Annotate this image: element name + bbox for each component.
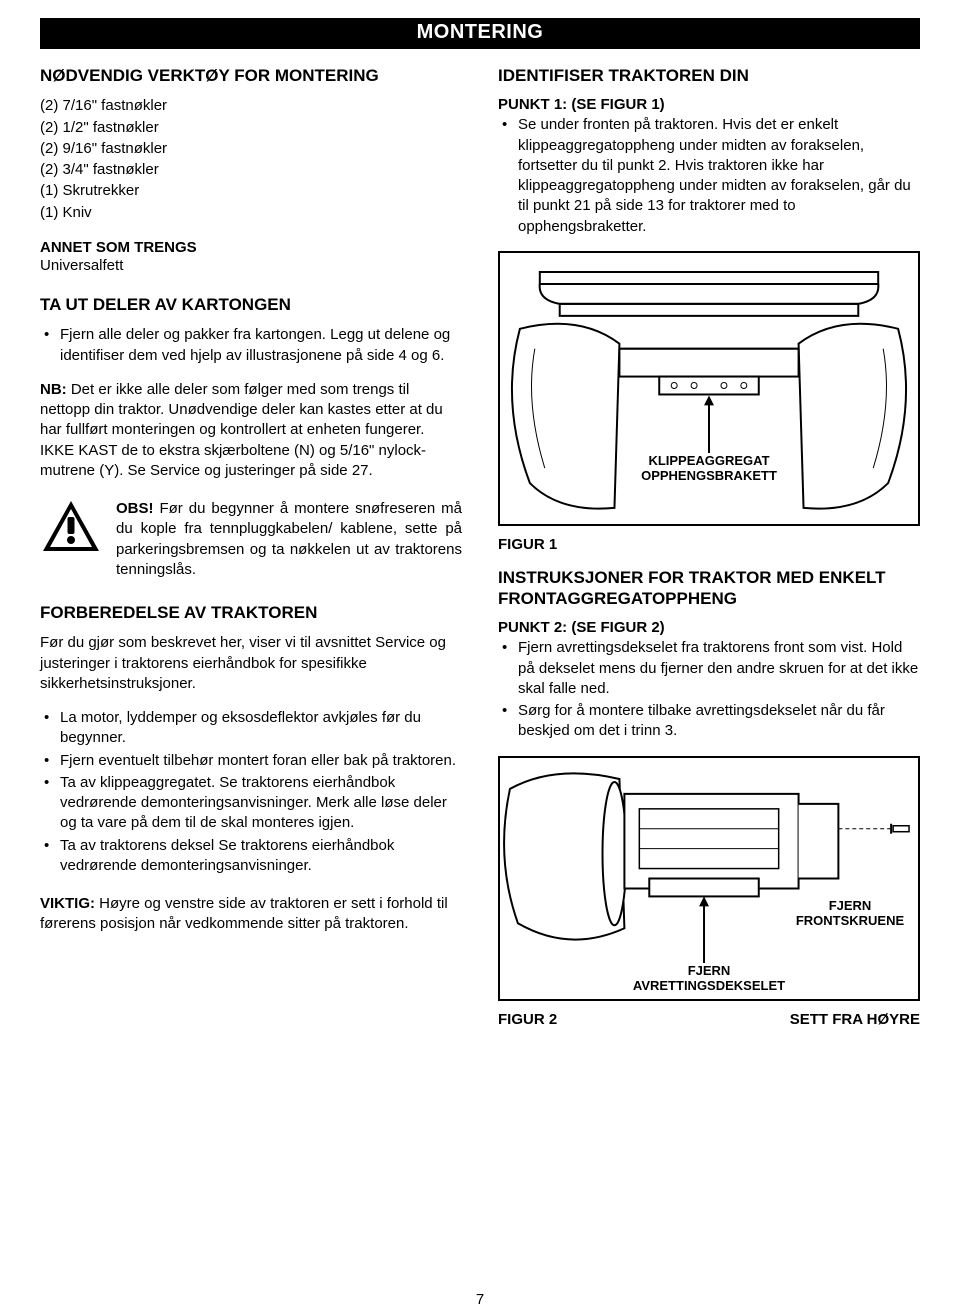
- punkt2-heading: PUNKT 2: (SE FIGUR 2): [498, 619, 920, 636]
- right-column: IDENTIFISER TRAKTOREN DIN PUNKT 1: (SE F…: [498, 65, 920, 1028]
- identify-heading: IDENTIFISER TRAKTOREN DIN: [498, 65, 920, 86]
- tools-heading: NØDVENDIG VERKTØY FOR MONTERING: [40, 65, 462, 86]
- list-item: Fjern eventuelt tilbehør montert foran e…: [40, 751, 462, 771]
- figure-2-view-label: SETT FRA HØYRE: [790, 1011, 920, 1028]
- obs-label: OBS!: [116, 500, 154, 517]
- list-item: Sørg for å montere tilbake avrettingsdek…: [498, 701, 920, 742]
- viktig-label: VIKTIG:: [40, 895, 95, 912]
- prep-heading: FORBEREDELSE AV TRAKTOREN: [40, 602, 462, 623]
- unpack-heading: TA UT DELER AV KARTONGEN: [40, 294, 462, 315]
- page-number: 7: [476, 1291, 484, 1308]
- tool-item: (2) 1/2" fastnøkler: [40, 118, 462, 138]
- nb-paragraph: NB: Det er ikke alle deler som følger me…: [40, 380, 462, 481]
- figure-2-caption-row: FIGUR 2 SETT FRA HØYRE: [498, 1011, 920, 1028]
- prep-intro: Før du gjør som beskrevet her, viser vi …: [40, 633, 462, 694]
- tool-item: (1) Kniv: [40, 203, 462, 223]
- list-item: Fjern avrettingsdekselet fra traktorens …: [498, 638, 920, 699]
- unpack-list: Fjern alle deler og pakker fra kartongen…: [40, 325, 462, 366]
- obs-paragraph: OBS! Før du begynner å montere snøfre­se…: [116, 499, 462, 580]
- list-item: Ta av traktorens deksel Se traktorens ei…: [40, 836, 462, 877]
- list-item: La motor, lyddemper og eksosdeflektor av…: [40, 708, 462, 749]
- extra-item: Universalfett: [40, 256, 462, 276]
- tool-item: (2) 9/16" fastnøkler: [40, 139, 462, 159]
- figure-2-callout-cover: FJERN AVRETTINGSDEKSELET: [619, 963, 799, 994]
- figure-1-label: FIGUR 1: [498, 536, 920, 553]
- figure-2-callout-screws: FJERN FRONTSKRUENE: [790, 898, 910, 929]
- punkt1-list: Se under fronten på traktoren. Hvis det …: [498, 115, 920, 237]
- prep-list: La motor, lyddemper og eksosdeflektor av…: [40, 708, 462, 876]
- list-item: Ta av klippeaggregatet. Se traktorens ei…: [40, 773, 462, 834]
- left-column: NØDVENDIG VERKTØY FOR MONTERING (2) 7/16…: [40, 65, 462, 1028]
- nb-text: Det er ikke alle deler som følger med so…: [40, 381, 443, 479]
- obs-warning-block: OBS! Før du begynner å montere snøfre­se…: [40, 499, 462, 580]
- tool-item: (1) Skrutrekker: [40, 181, 462, 201]
- tools-list: (2) 7/16" fastnøkler (2) 1/2" fastnøkler…: [40, 96, 462, 223]
- page-header-band: MONTERING: [40, 18, 920, 49]
- warning-icon: [40, 499, 102, 554]
- punkt2-list: Fjern avrettingsdekselet fra traktorens …: [498, 638, 920, 741]
- punkt1-heading: PUNKT 1: (SE FIGUR 1): [498, 96, 920, 113]
- figure-2-box: FJERN FRONTSKRUENE FJERN AVRETTINGSDEKSE…: [498, 756, 920, 1001]
- obs-text: Før du begynner å montere snøfre­seren m…: [116, 500, 462, 578]
- tool-item: (2) 3/4" fastnøkler: [40, 160, 462, 180]
- viktig-paragraph: VIKTIG: Høyre og venstre side av traktor…: [40, 894, 462, 935]
- figure-1-callout: KLIPPEAGGREGAT OPPHENGSBRAKETT: [629, 453, 789, 484]
- list-item: Fjern alle deler og pakker fra kartongen…: [40, 325, 462, 366]
- figure-2-label: FIGUR 2: [498, 1011, 557, 1028]
- instructions-heading: INSTRUKSJONER FOR TRAKTOR MED ENKELT FRO…: [498, 567, 920, 610]
- list-item: Se under fronten på traktoren. Hvis det …: [498, 115, 920, 237]
- two-column-layout: NØDVENDIG VERKTØY FOR MONTERING (2) 7/16…: [40, 65, 920, 1028]
- extra-heading: ANNET SOM TRENGS: [40, 239, 462, 256]
- viktig-text: Høyre og venstre side av traktoren er se…: [40, 895, 448, 932]
- figure-1-box: KLIPPEAGGREGAT OPPHENGSBRAKETT: [498, 251, 920, 526]
- tool-item: (2) 7/16" fastnøkler: [40, 96, 462, 116]
- nb-label: NB:: [40, 381, 67, 398]
